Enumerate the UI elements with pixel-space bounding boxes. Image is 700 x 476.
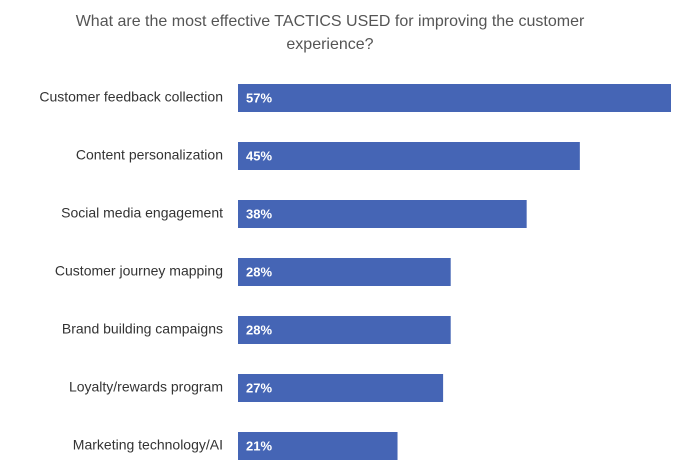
bar: [238, 432, 398, 460]
value-label: 45%: [246, 148, 272, 163]
bar: [238, 374, 444, 402]
bar: [238, 258, 451, 286]
chart-title: What are the most effective TACTICS USED…: [75, 13, 585, 53]
category-label: Content personalization: [76, 147, 223, 163]
category-label: Social media engagement: [61, 205, 223, 221]
category-label: Loyalty/rewards program: [69, 379, 223, 395]
value-label: 28%: [246, 264, 272, 279]
value-label: 28%: [246, 322, 272, 337]
category-label: Brand building campaigns: [62, 321, 223, 337]
bar: [238, 142, 580, 170]
category-label: Customer feedback collection: [39, 89, 223, 105]
value-label: 57%: [246, 90, 272, 105]
bar: [238, 84, 671, 112]
bar: [238, 200, 527, 228]
bar: [238, 316, 451, 344]
value-label: 38%: [246, 206, 272, 221]
value-label: 27%: [246, 380, 272, 395]
category-label: Marketing technology/AI: [73, 437, 223, 453]
value-label: 21%: [246, 438, 272, 453]
category-label: Customer journey mapping: [55, 263, 223, 279]
